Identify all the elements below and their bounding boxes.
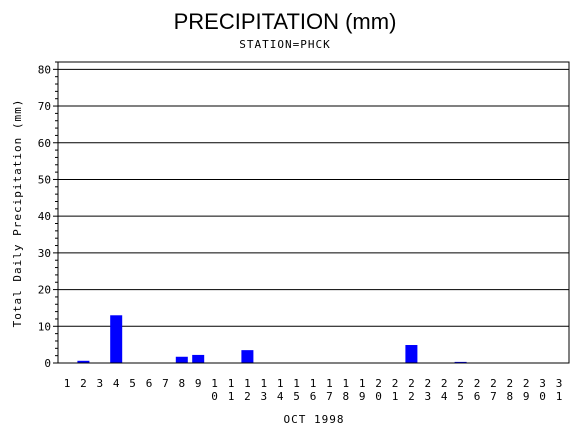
x-tick-label: 9	[523, 390, 530, 403]
x-tick-label: 7	[326, 390, 333, 403]
bars	[77, 315, 467, 363]
x-tick-label: 1	[211, 377, 218, 390]
bar-day-2	[77, 360, 90, 363]
x-tick-label: 3	[424, 390, 431, 403]
x-tick-label: 3	[260, 390, 267, 403]
x-tick-label: 3	[556, 377, 563, 390]
bar-day-8	[175, 356, 188, 363]
chart-subtitle: STATION=PHCK	[239, 38, 330, 51]
x-tick-label: 2	[523, 377, 530, 390]
plot-frame	[57, 61, 570, 364]
x-tick-label: 1	[392, 390, 399, 403]
x-tick-label: 1	[228, 390, 235, 403]
y-tick-label: 60	[38, 137, 51, 150]
x-tick-label: 1	[326, 377, 333, 390]
y-tick-label: 80	[38, 63, 51, 76]
x-axis: 1 2 3 4 5 6 7 8 9 1011121314151617181920212223242…	[64, 377, 563, 403]
x-tick-label: 8	[342, 390, 349, 403]
x-tick-label: 2	[244, 390, 251, 403]
y-tick-label: 30	[38, 247, 51, 260]
x-tick-label: 1	[64, 377, 71, 390]
bar-day-4	[110, 315, 123, 363]
x-tick-label: 2	[441, 377, 448, 390]
x-tick-label: 8	[506, 390, 513, 403]
x-tick-label: 3	[96, 377, 103, 390]
y-tick-label: 0	[44, 357, 51, 370]
x-tick-label: 4	[113, 377, 120, 390]
x-tick-label: 1	[310, 377, 317, 390]
x-tick-label: 6	[474, 390, 481, 403]
x-tick-label: 1	[260, 377, 267, 390]
x-tick-label: 5	[293, 390, 300, 403]
x-tick-label: 1	[244, 377, 251, 390]
y-axis: 0 10 20 30 40 50 60 70 80	[38, 61, 58, 370]
x-tick-label: 1	[277, 377, 284, 390]
x-tick-label: 2	[424, 377, 431, 390]
y-tick-label: 40	[38, 210, 51, 223]
x-tick-label: 9	[195, 377, 202, 390]
x-tick-label: 2	[408, 377, 415, 390]
x-tick-label: 1	[293, 377, 300, 390]
bar-day-9	[192, 354, 205, 363]
grid-lines	[58, 68, 569, 327]
x-tick-label: 8	[178, 377, 185, 390]
x-tick-label: 2	[474, 377, 481, 390]
x-tick-label: 2	[457, 377, 464, 390]
x-tick-label: 5	[129, 377, 136, 390]
y-tick-label: 20	[38, 284, 51, 297]
y-tick-label: 70	[38, 100, 51, 113]
bar-day-12	[241, 350, 254, 363]
y-tick-label: 50	[38, 173, 51, 186]
x-tick-label: 7	[490, 390, 497, 403]
x-tick-label: 6	[310, 390, 317, 403]
x-tick-label: 1	[228, 377, 235, 390]
x-tick-label: 2	[408, 390, 415, 403]
y-axis-label: Total Daily Precipitation (mm)	[11, 99, 24, 328]
x-tick-label: 2	[490, 377, 497, 390]
x-tick-label: 4	[277, 390, 284, 403]
x-tick-label: 2	[392, 377, 399, 390]
x-tick-label: 2	[80, 377, 87, 390]
x-tick-label: 7	[162, 377, 169, 390]
x-tick-label: 0	[375, 390, 382, 403]
x-tick-label: 9	[359, 390, 366, 403]
bar-day-25	[454, 361, 467, 363]
x-tick-label: 2	[375, 377, 382, 390]
x-tick-label: 3	[539, 377, 546, 390]
x-axis-label: OCT 1998	[284, 413, 345, 426]
x-tick-label: 1	[359, 377, 366, 390]
chart-title: PRECIPITATION (mm)	[174, 9, 397, 34]
bar-day-22	[405, 345, 418, 363]
x-tick-label: 2	[506, 377, 513, 390]
x-tick-label: 1	[342, 377, 349, 390]
x-tick-label: 1	[556, 390, 563, 403]
x-tick-label: 0	[539, 390, 546, 403]
x-tick-label: 5	[457, 390, 464, 403]
y-tick-label: 10	[38, 320, 51, 333]
x-tick-label: 4	[441, 390, 448, 403]
x-tick-label: 0	[211, 390, 218, 403]
x-tick-label: 6	[146, 377, 153, 390]
